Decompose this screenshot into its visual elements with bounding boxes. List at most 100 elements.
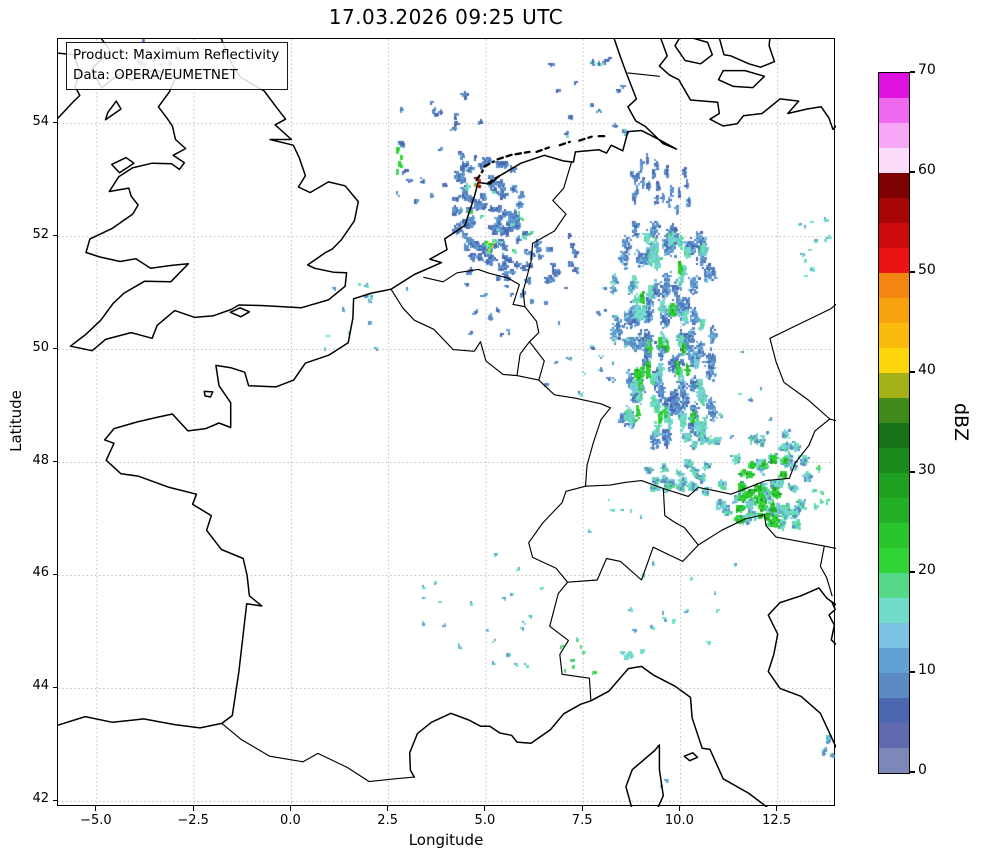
- data-source-line: Data: OPERA/EUMETNET: [73, 66, 238, 83]
- dashed-vlieland: [483, 160, 495, 168]
- colorbar-segment: [879, 748, 909, 773]
- y-tick-label: 50: [32, 339, 49, 355]
- x-tick-mark: [289, 806, 291, 811]
- coast-anglesey: [110, 156, 135, 174]
- product-info-box: Product: Maximum Reflectivity Data: OPER…: [66, 42, 289, 91]
- colorbar-segment: [879, 598, 909, 623]
- colorbar-tick-label: 50: [918, 262, 936, 278]
- colorbar-segment: [879, 473, 909, 498]
- y-tick-mark: [52, 686, 57, 688]
- colorbar-label: dBZ: [950, 402, 972, 442]
- colorbar: [878, 72, 910, 774]
- coast-sjaelland: [718, 39, 776, 68]
- x-tick-label: 0.0: [280, 813, 301, 828]
- colorbar-tick-label: 10: [918, 662, 936, 678]
- x-tick-mark: [776, 806, 778, 811]
- border-switzerland: [528, 480, 699, 583]
- border-germany-czechia: [769, 303, 836, 420]
- coast-isle-of-man: [104, 100, 122, 121]
- x-tick-label: 12.5: [762, 813, 792, 828]
- border-denmark-germany: [627, 72, 660, 77]
- border-france-belgium: [390, 288, 518, 377]
- x-tick-mark: [387, 806, 389, 811]
- colorbar-tick-mark: [910, 571, 915, 573]
- coast-corsica: [625, 744, 665, 807]
- border-netherlands-germany: [522, 161, 573, 308]
- dashed-norderney: [578, 135, 593, 142]
- coast-istria: [828, 601, 836, 646]
- radar-echoes-layer: [58, 39, 836, 807]
- colorbar-segment: [879, 373, 909, 398]
- colorbar-segment: [879, 73, 909, 98]
- x-tick-mark: [95, 806, 97, 811]
- y-tick-label: 54: [32, 113, 49, 129]
- coast-mediterranean-tyrrhenian: [408, 665, 769, 807]
- x-tick-mark: [581, 806, 583, 811]
- dashed-ameland: [514, 150, 531, 156]
- y-tick-mark: [52, 347, 57, 350]
- colorbar-segment: [879, 223, 909, 248]
- colorbar-segment: [879, 623, 909, 648]
- y-tick-label: 42: [32, 791, 49, 807]
- coast-continental-atlantic-northsea: [58, 39, 678, 729]
- colorbar-segment: [879, 723, 909, 748]
- border-france-italy: [549, 581, 592, 702]
- x-axis-label: Longitude: [408, 831, 484, 849]
- map-plot: Product: Maximum Reflectivity Data: OPER…: [57, 38, 836, 807]
- colorbar-segment: [879, 298, 909, 323]
- y-tick-label: 52: [32, 226, 49, 242]
- colorbar-segment: [879, 348, 909, 373]
- dashed-afsluitdijk: [486, 175, 501, 185]
- coast-adriatic: [767, 587, 836, 748]
- colorbar-tick-mark: [910, 671, 915, 673]
- coast-elba: [683, 752, 699, 762]
- y-tick-mark: [52, 460, 57, 463]
- colorbar-segment: [879, 648, 909, 673]
- colorbar-segment: [879, 248, 909, 273]
- colorbar-tick-mark: [910, 271, 915, 273]
- border-luxembourg: [516, 341, 545, 381]
- colorbar-segment: [879, 123, 909, 148]
- colorbar-tick-mark: [910, 371, 915, 373]
- colorbar-tick-label: 0: [918, 762, 927, 778]
- colorbar-segment: [879, 273, 909, 298]
- colorbar-segment: [879, 423, 909, 448]
- colorbar-tick-label: 20: [918, 562, 936, 578]
- dashed-terschelling: [496, 153, 513, 161]
- colorbar-segment: [879, 148, 909, 173]
- coast-jersey: [203, 390, 214, 398]
- colorbar-tick-mark: [910, 771, 915, 773]
- x-tick-label: −2.5: [177, 813, 209, 828]
- y-tick-label: 44: [32, 678, 49, 694]
- dashed-schiermonnikoog: [535, 146, 551, 154]
- colorbar-segment: [879, 98, 909, 123]
- x-tick-label: −5.0: [80, 813, 112, 828]
- colorbar-segment: [879, 398, 909, 423]
- border-belgium-germany: [512, 303, 540, 343]
- x-tick-label: 7.5: [571, 813, 593, 828]
- colorbar-tick-label: 40: [918, 362, 936, 378]
- border-austria-czechia: [829, 418, 836, 422]
- colorbar-segment: [879, 548, 909, 573]
- colorbar-segment: [879, 673, 909, 698]
- coast-fyn: [674, 39, 714, 65]
- x-tick-mark: [192, 806, 194, 811]
- y-axis-label: Latitude: [7, 390, 25, 452]
- colorbar-tick-label: 60: [918, 162, 936, 178]
- colorbar-tick-mark: [910, 471, 915, 473]
- colorbar-segment: [879, 523, 909, 548]
- border-slovenia-italy: [819, 545, 833, 597]
- y-tick-label: 48: [32, 452, 49, 468]
- y-tick-mark: [52, 235, 57, 237]
- coast-great-britain: [69, 39, 360, 352]
- coastlines-layer: [58, 39, 836, 807]
- colorbar-segment: [879, 323, 909, 348]
- colorbar-tick-label: 70: [918, 62, 936, 78]
- coast-jutland-baltic: [658, 39, 836, 131]
- border-germany-austria: [662, 418, 831, 497]
- y-tick-mark: [52, 799, 57, 801]
- y-tick-label: 46: [32, 565, 49, 581]
- product-line: Product: Maximum Reflectivity: [73, 47, 280, 63]
- colorbar-segment: [879, 573, 909, 598]
